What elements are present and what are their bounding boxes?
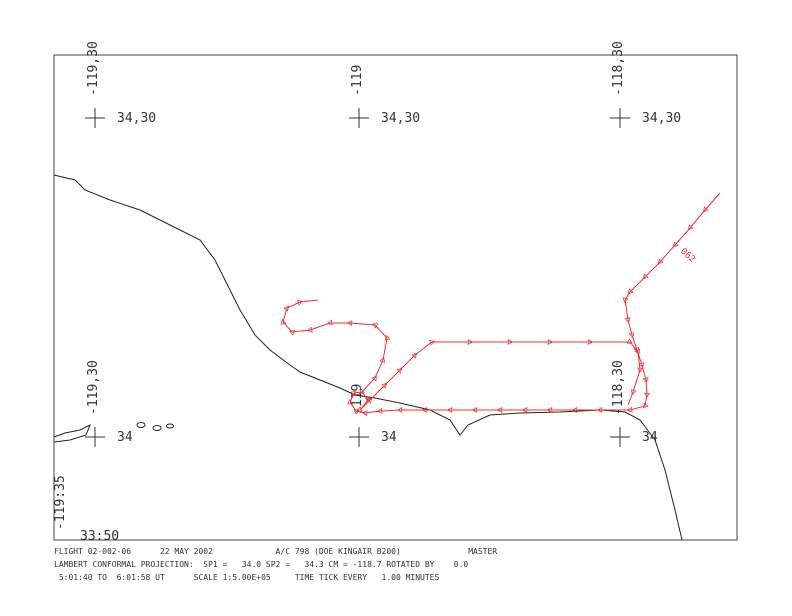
lon-label: -118,30 [611,360,626,415]
flight-track [350,192,721,413]
grid-cross [349,108,369,128]
footer-line: LAMBERT CONFORMAL PROJECTION: SP1 = 34.0… [54,560,468,569]
corner-lon: -119:35 [53,475,68,530]
lat-label: 34 [381,430,397,445]
track-label: 062 [678,247,697,265]
island [152,425,162,431]
grid-cross [85,427,105,447]
lat-label: 34,30 [642,111,681,126]
lon-label: -119,30 [86,41,101,96]
lon-label: -119 [350,65,365,96]
grid-cross [349,427,369,447]
footer-line: FLIGHT 02-002-06 22 MAY 2002 A/C 798 (DO… [54,547,497,556]
frame [53,54,738,541]
lon-label: -119,30 [86,360,101,415]
lat-label: 34,30 [117,111,156,126]
corner-lat: 33:50 [80,529,119,544]
lat-label: 34,30 [381,111,420,126]
grid-cross [85,108,105,128]
footer: FLIGHT 02-002-06 22 MAY 2002 A/C 798 (DO… [54,547,497,582]
lat-label: 34 [117,430,133,445]
footer-line: 5:01:40 TO 6:01:58 UT SCALE 1:5.00E+05 T… [54,573,439,582]
flight-track [283,299,387,393]
island [53,423,91,443]
grid-cross [610,108,630,128]
island [166,423,174,429]
grid-cross [610,427,630,447]
lat-label: 34 [642,430,658,445]
grid-crosses: 34,30 -119,30 34,30 -119 34,30 -118,30 34 -119,… [85,41,681,447]
lon-label: -118,30 [611,41,626,96]
island [136,422,146,428]
lon-label: -119 [350,384,365,415]
coastline [53,174,683,541]
